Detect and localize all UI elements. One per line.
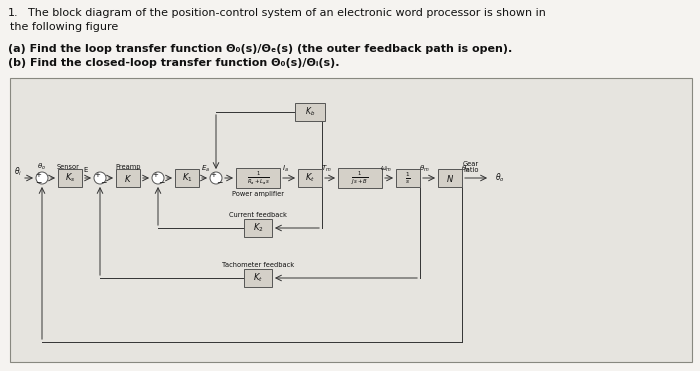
Text: $\theta_o$: $\theta_o$ [495, 172, 505, 184]
Text: (a) Find the loop transfer function Θ₀(s)/Θₑ(s) (the outer feedback path is open: (a) Find the loop transfer function Θ₀(s… [8, 44, 512, 54]
Bar [295, 103, 325, 121]
Bar [244, 269, 272, 287]
Text: +: + [35, 172, 41, 178]
Text: 1.: 1. [8, 8, 19, 18]
Text: Current feedback: Current feedback [229, 212, 287, 218]
Text: Preamp: Preamp [116, 164, 141, 170]
Text: +: + [94, 172, 100, 178]
Bar [298, 169, 322, 187]
Bar [58, 169, 82, 187]
Text: −: − [158, 178, 164, 187]
Bar [175, 169, 199, 187]
Text: The block diagram of the position-control system of an electronic word processor: The block diagram of the position-contro… [28, 8, 546, 18]
Bar [244, 219, 272, 237]
Bar [116, 169, 140, 187]
Text: $N$: $N$ [446, 173, 454, 184]
Bar [338, 168, 382, 188]
Text: $\theta_o$: $\theta_o$ [38, 162, 46, 172]
Bar [236, 168, 280, 188]
Bar [10, 78, 692, 362]
Text: $K$: $K$ [124, 173, 132, 184]
Text: the following figure: the following figure [10, 22, 118, 32]
Text: $K_t$: $K_t$ [305, 172, 315, 184]
Text: E: E [84, 167, 88, 173]
Text: −: − [100, 178, 106, 187]
Text: $\theta_i$: $\theta_i$ [14, 166, 22, 178]
Bar [438, 169, 462, 187]
Text: −: − [216, 178, 222, 187]
Text: $K_s$: $K_s$ [65, 172, 75, 184]
Text: Power amplifier: Power amplifier [232, 191, 284, 197]
Text: $K_b$: $K_b$ [305, 106, 315, 118]
Circle shape [94, 172, 106, 184]
Text: −: − [35, 178, 41, 187]
Circle shape [36, 172, 48, 184]
Text: $\frac{1}{Js+B}$: $\frac{1}{Js+B}$ [351, 170, 369, 186]
Circle shape [152, 172, 164, 184]
Text: Gear: Gear [463, 161, 479, 167]
Text: Sensor: Sensor [57, 164, 79, 170]
Text: $K_t$: $K_t$ [253, 272, 263, 284]
Text: +: + [152, 172, 158, 178]
Text: Tachometer feedback: Tachometer feedback [222, 262, 294, 268]
Text: $I_a$: $I_a$ [281, 164, 288, 174]
Text: +: + [210, 172, 216, 178]
Text: $\omega_m$: $\omega_m$ [380, 164, 392, 174]
Text: $\frac{1}{R_a+L_as}$: $\frac{1}{R_a+L_as}$ [246, 170, 270, 187]
Text: $T_m$: $T_m$ [321, 164, 331, 174]
Circle shape [210, 172, 222, 184]
Text: ratio: ratio [463, 167, 479, 173]
Text: $E_a$: $E_a$ [202, 164, 211, 174]
Text: (b) Find the closed-loop transfer function Θ₀(s)/Θᵢ(s).: (b) Find the closed-loop transfer functi… [8, 58, 340, 68]
Text: $\frac{1}{s}$: $\frac{1}{s}$ [405, 171, 411, 186]
Text: $K_2$: $K_2$ [253, 222, 263, 234]
Text: $\theta_o$: $\theta_o$ [461, 164, 470, 174]
Bar [396, 169, 420, 187]
Text: $K_1$: $K_1$ [182, 172, 192, 184]
Text: $\theta_m$: $\theta_m$ [419, 164, 429, 174]
